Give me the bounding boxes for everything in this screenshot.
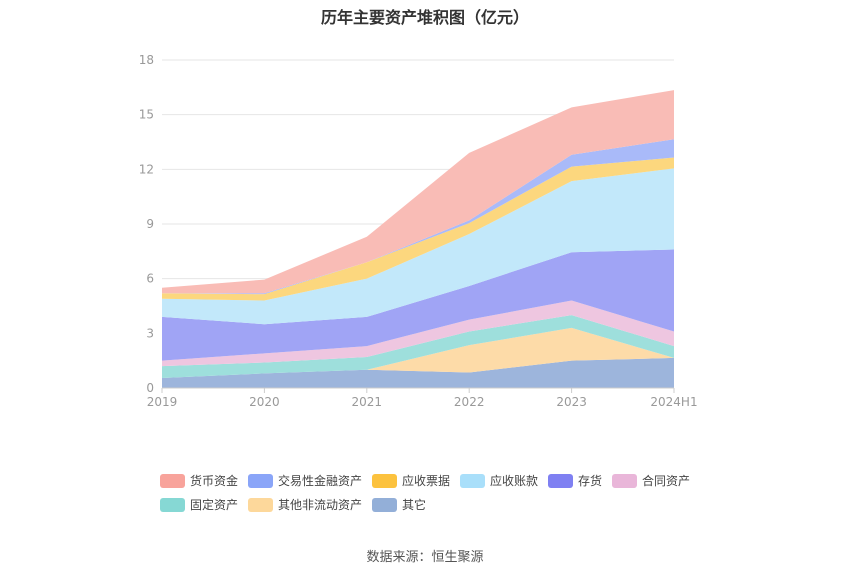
x-tick-label: 2021 <box>352 395 383 409</box>
y-tick-label: 3 <box>146 326 154 340</box>
area-series-8 <box>162 90 674 294</box>
y-tick-label: 6 <box>146 272 154 286</box>
y-tick-label: 15 <box>139 108 154 122</box>
legend-swatch <box>372 497 397 512</box>
y-tick-label: 12 <box>139 162 154 176</box>
legend-label: 应收账款 <box>490 474 539 488</box>
legend-label: 货币资金 <box>190 474 239 488</box>
legend-swatch <box>160 497 185 512</box>
x-tick-label: 2019 <box>147 395 178 409</box>
legend-swatch <box>548 473 573 488</box>
legend-label: 合同资产 <box>642 474 691 488</box>
x-tick-label: 2023 <box>556 395 587 409</box>
legend-item[interactable]: 合同资产 <box>612 472 690 489</box>
legend-swatch <box>612 473 637 488</box>
area-series-7 <box>162 139 674 295</box>
x-tick-label: 2022 <box>454 395 485 409</box>
y-tick-label: 9 <box>146 217 154 231</box>
area-series <box>162 90 674 388</box>
legend-label: 其他非流动资产 <box>278 498 363 512</box>
legend-item[interactable]: 其他非流动资产 <box>248 496 362 513</box>
y-tick-label: 0 <box>146 381 154 395</box>
legend-label: 应收票据 <box>402 474 451 488</box>
legend-swatch <box>460 473 485 488</box>
area-series-4 <box>162 249 674 361</box>
legend-item[interactable]: 应收票据 <box>372 472 450 489</box>
area-series-1 <box>162 327 674 378</box>
area-series-6 <box>162 157 674 301</box>
area-series-3 <box>162 300 674 367</box>
legend-label: 固定资产 <box>190 498 239 512</box>
legend-swatch <box>248 497 273 512</box>
legend-label: 存货 <box>578 474 603 488</box>
legend-label: 其它 <box>402 498 427 512</box>
x-tick-label: 2020 <box>249 395 280 409</box>
legend-item[interactable]: 货币资金 <box>160 472 238 489</box>
chart-title: 历年主要资产堆积图（亿元） <box>320 8 529 27</box>
axes: 0 3 6 9 12 15 18 2019 2020 2021 2022 2023 2024H1 <box>139 53 698 409</box>
area-series-0 <box>162 357 674 388</box>
area-series-2 <box>162 315 674 378</box>
legend-swatch <box>372 473 397 488</box>
area-series-5 <box>162 168 674 325</box>
legend-item[interactable]: 存货 <box>548 472 602 489</box>
legend-swatch <box>248 473 273 488</box>
data-source: 数据来源：恒生聚源 <box>366 550 484 565</box>
legend-label: 交易性金融资产 <box>278 474 363 488</box>
legend-item[interactable]: 应收账款 <box>460 472 538 489</box>
stacked-area-chart: 0 3 6 9 12 15 18 2019 2020 2021 2022 2023 2024H1 <box>139 53 698 409</box>
legend-swatch <box>160 473 185 488</box>
legend-item[interactable]: 固定资产 <box>160 496 238 513</box>
y-tick-label: 18 <box>139 53 154 67</box>
legend-item[interactable]: 其它 <box>372 496 426 513</box>
x-tick-label: 2024H1 <box>650 395 697 409</box>
legend-item[interactable]: 交易性金融资产 <box>248 472 362 489</box>
